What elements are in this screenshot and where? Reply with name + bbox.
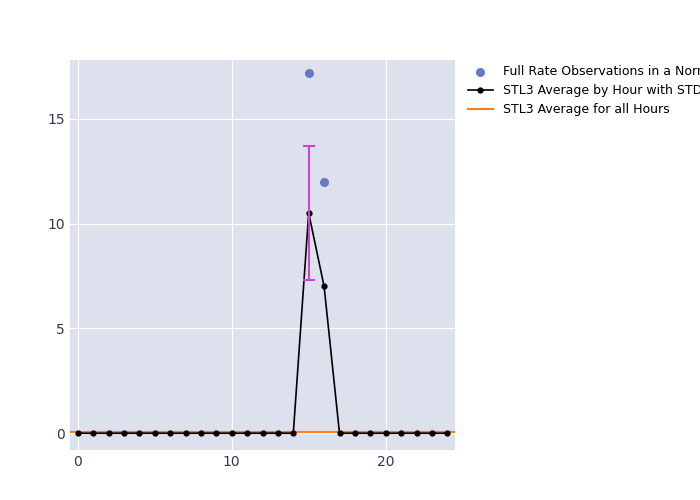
STL3 Average by Hour with STD (382, 430, 390, 436)
STL3 Average by Hour with STD (197, 430, 205, 436)
STL3 Average by Hour with STD (120, 430, 128, 436)
STL3 Average by Hour with STD (212, 430, 220, 436)
Full Rate Observations in a Normal Point (303, 68, 314, 76)
STL3 Average by Hour with STD (351, 430, 359, 436)
STL3 Average by Hour with STD (258, 430, 267, 436)
Legend: Full Rate Observations in a Normal Point, STL3 Average by Hour with STD, STL3 Av: Full Rate Observations in a Normal Point… (463, 60, 700, 122)
STL3 Average by Hour with STD (428, 430, 436, 436)
STL3 Average by Hour with STD (443, 430, 452, 436)
STL3 Average for all Hours (89, 429, 97, 435)
STL3 Average by Hour with STD (335, 430, 344, 436)
STL3 Average by Hour with STD (104, 430, 113, 436)
Line: STL3 Average by Hour with STD: STL3 Average by Hour with STD (76, 210, 449, 436)
STL3 Average by Hour with STD (243, 430, 251, 436)
STL3 Average by Hour with STD (228, 430, 236, 436)
STL3 Average by Hour with STD (412, 430, 421, 436)
STL3 Average by Hour with STD (89, 430, 97, 436)
STL3 Average by Hour with STD (274, 430, 282, 436)
STL3 Average by Hour with STD (397, 430, 405, 436)
Full Rate Observations in a Normal Point (318, 178, 330, 186)
STL3 Average by Hour with STD (166, 430, 174, 436)
STL3 Average by Hour with STD (181, 430, 190, 436)
STL3 Average by Hour with STD (320, 284, 328, 290)
STL3 Average by Hour with STD (366, 430, 375, 436)
STL3 Average by Hour with STD (304, 210, 313, 216)
STL3 Average by Hour with STD (74, 430, 82, 436)
STL3 Average by Hour with STD (150, 430, 159, 436)
STL3 Average by Hour with STD (135, 430, 143, 436)
STL3 Average by Hour with STD (289, 430, 298, 436)
STL3 Average for all Hours (74, 429, 82, 435)
